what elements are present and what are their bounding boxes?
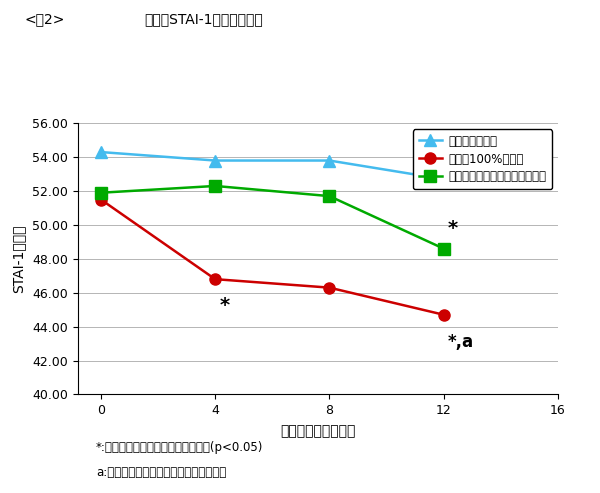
Text: 各群のSTAI-1スコアの推移: 各群のSTAI-1スコアの推移	[144, 12, 263, 26]
Text: *: *	[448, 219, 458, 239]
野菜・果実ミックスジュース群	[97, 190, 104, 196]
Text: <図2>: <図2>	[24, 12, 64, 26]
野菜・果実ミックスジュース群	[212, 183, 219, 189]
野菜汁100%飲料群	[97, 197, 104, 203]
野菜汁100%飲料群	[212, 276, 219, 282]
Line: 野菜・果実ミックスジュース群: 野菜・果実ミックスジュース群	[95, 180, 449, 254]
Y-axis label: STAI-1スコア: STAI-1スコア	[11, 225, 25, 293]
コントロール群	[326, 158, 333, 164]
野菜汁100%飲料群	[440, 312, 448, 317]
Text: a:コントロール群と比較して有意差あり: a:コントロール群と比較して有意差あり	[96, 466, 226, 479]
Legend: コントロール群, 野菜汁100%飲料群, 野菜・果実ミックスジュース群: コントロール群, 野菜汁100%飲料群, 野菜・果実ミックスジュース群	[413, 129, 552, 189]
野菜・果実ミックスジュース群	[326, 193, 333, 199]
Line: 野菜汁100%飲料群: 野菜汁100%飲料群	[95, 194, 449, 320]
X-axis label: 摂取期間　（週間）: 摂取期間 （週間）	[280, 424, 356, 438]
野菜・果実ミックスジュース群	[440, 246, 448, 251]
Line: コントロール群: コントロール群	[95, 146, 449, 185]
野菜汁100%飲料群	[326, 284, 333, 290]
Text: *:飲料摂取前と比較して有意差あり(p<0.05): *:飲料摂取前と比較して有意差あり(p<0.05)	[96, 441, 263, 454]
Text: *: *	[220, 296, 230, 315]
コントロール群	[212, 158, 219, 164]
コントロール群	[97, 149, 104, 155]
コントロール群	[440, 176, 448, 182]
Text: *,a: *,a	[448, 333, 474, 352]
